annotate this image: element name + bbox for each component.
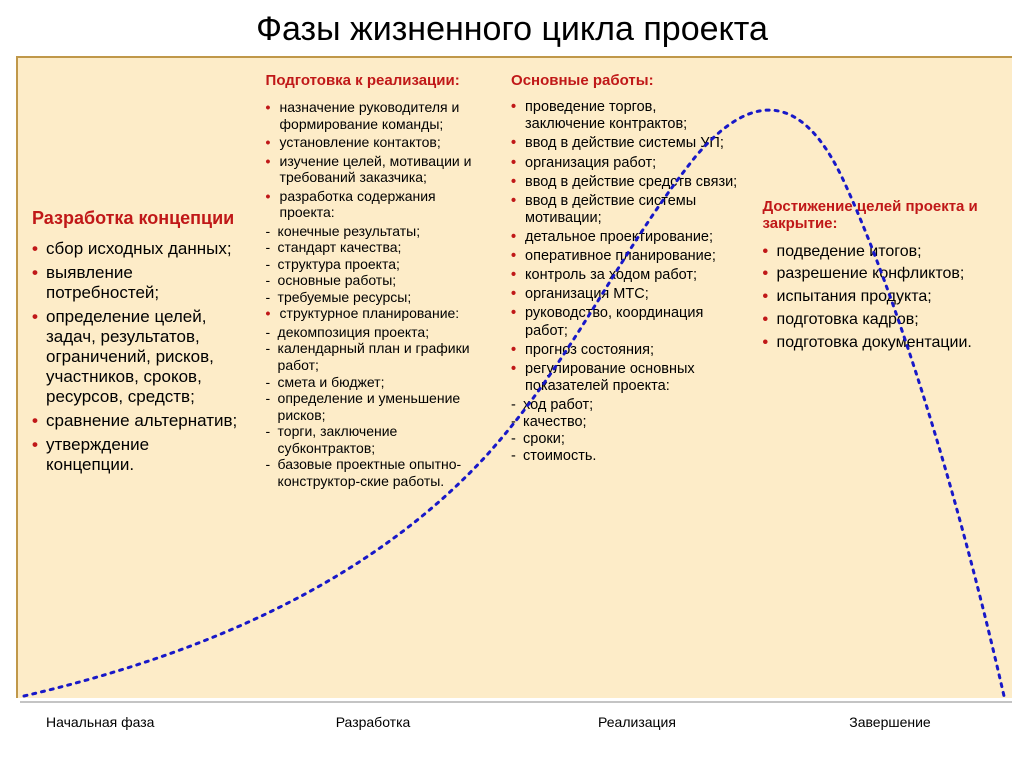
col2-dashes-a: конечные результаты; стандарт качества; … — [266, 223, 488, 306]
list-item: подготовка кадров; — [763, 311, 1002, 330]
list-item: ввод в действие системы УП; — [511, 135, 739, 152]
list-item: разработка содержания проекта: — [266, 188, 488, 221]
list-item: подготовка документации. — [763, 334, 1002, 353]
col4-bullets: подведение итогов; разрешение конфликтов… — [763, 243, 1002, 353]
col1-bullets: сбор исходных данных; выявление потребно… — [32, 239, 242, 476]
col2-heading: Подготовка к реализации: — [266, 72, 488, 89]
list-item: прогноз состояния; — [511, 342, 739, 359]
list-item: стоимость. — [511, 448, 739, 465]
list-item: утверждение концепции. — [32, 435, 242, 475]
list-item: проведение торгов, заключение контрактов… — [511, 99, 739, 133]
list-item: сбор исходных данных; — [32, 239, 242, 259]
list-item: организация МТС; — [511, 286, 739, 303]
list-item: качество; — [511, 414, 739, 431]
x-axis-labels: Начальная фаза Разработка Реализация Зав… — [16, 714, 1012, 744]
page-title: Фазы жизненного цикла проекта — [0, 0, 1024, 55]
xlabel-initial: Начальная фаза — [16, 714, 250, 744]
list-item: руководство, координация работ; — [511, 305, 739, 339]
column-realization: Основные работы: проведение торгов, закл… — [497, 58, 749, 698]
col3-dashes: ход работ; качество; сроки; стоимость. — [511, 397, 739, 465]
list-item: ввод в действие системы мотивации; — [511, 193, 739, 227]
columns-container: Разработка концепции сбор исходных данны… — [18, 58, 1012, 698]
list-item: оперативное планирование; — [511, 248, 739, 265]
col4-heading: Достижение целей проекта и закрытие: — [763, 198, 1002, 233]
list-item: регулирование основных показателей проек… — [511, 361, 739, 395]
column-development: Подготовка к реализации: назначение руко… — [252, 58, 498, 698]
list-item: ход работ; — [511, 397, 739, 414]
list-item: структура проекта; — [266, 256, 488, 273]
col3-bullets: проведение торгов, заключение контрактов… — [511, 99, 739, 395]
list-item: требуемые ресурсы; — [266, 289, 488, 306]
content-panel: Разработка концепции сбор исходных данны… — [16, 56, 1012, 698]
list-item: структурное планирование: — [266, 305, 488, 322]
list-item: определение и уменьшение рисков; — [266, 390, 488, 423]
list-item: конечные результаты; — [266, 223, 488, 240]
list-item: изучение целей, мотивации и требований з… — [266, 153, 488, 186]
list-item: установление контактов; — [266, 134, 488, 151]
col2-bullets-b: структурное планирование: — [266, 305, 488, 322]
list-item: выявление потребностей; — [32, 263, 242, 303]
list-item: основные работы; — [266, 272, 488, 289]
list-item: базовые проектные опытно-конструктор-ски… — [266, 456, 488, 489]
list-item: сроки; — [511, 431, 739, 448]
list-item: детальное проектирование; — [511, 229, 739, 246]
xlabel-realization: Реализация — [496, 714, 748, 744]
list-item: определение целей, задач, результатов, о… — [32, 307, 242, 407]
list-item: сравнение альтернатив; — [32, 411, 242, 431]
xlabel-development: Разработка — [250, 714, 496, 744]
col2-bullets-a: назначение руководителя и формирование к… — [266, 99, 488, 221]
list-item: организация работ; — [511, 155, 739, 172]
list-item: стандарт качества; — [266, 239, 488, 256]
list-item: контроль за ходом работ; — [511, 267, 739, 284]
list-item: декомпозиция проекта; — [266, 324, 488, 341]
column-completion: Достижение целей проекта и закрытие: под… — [749, 58, 1012, 698]
list-item: разрешение конфликтов; — [763, 265, 1002, 284]
list-item: торги, заключение субконтрактов; — [266, 423, 488, 456]
list-item: календарный план и графики работ; — [266, 340, 488, 373]
col2-dashes-b: декомпозиция проекта; календарный план и… — [266, 324, 488, 489]
col3-heading: Основные работы: — [511, 72, 739, 89]
col1-heading: Разработка концепции — [32, 208, 242, 229]
list-item: испытания продукта; — [763, 288, 1002, 307]
list-item: подведение итогов; — [763, 243, 1002, 262]
list-item: назначение руководителя и формирование к… — [266, 99, 488, 132]
list-item: смета и бюджет; — [266, 374, 488, 391]
column-initial-phase: Разработка концепции сбор исходных данны… — [18, 58, 252, 698]
list-item: ввод в действие средств связи; — [511, 174, 739, 191]
xlabel-completion: Завершение — [748, 714, 1012, 744]
